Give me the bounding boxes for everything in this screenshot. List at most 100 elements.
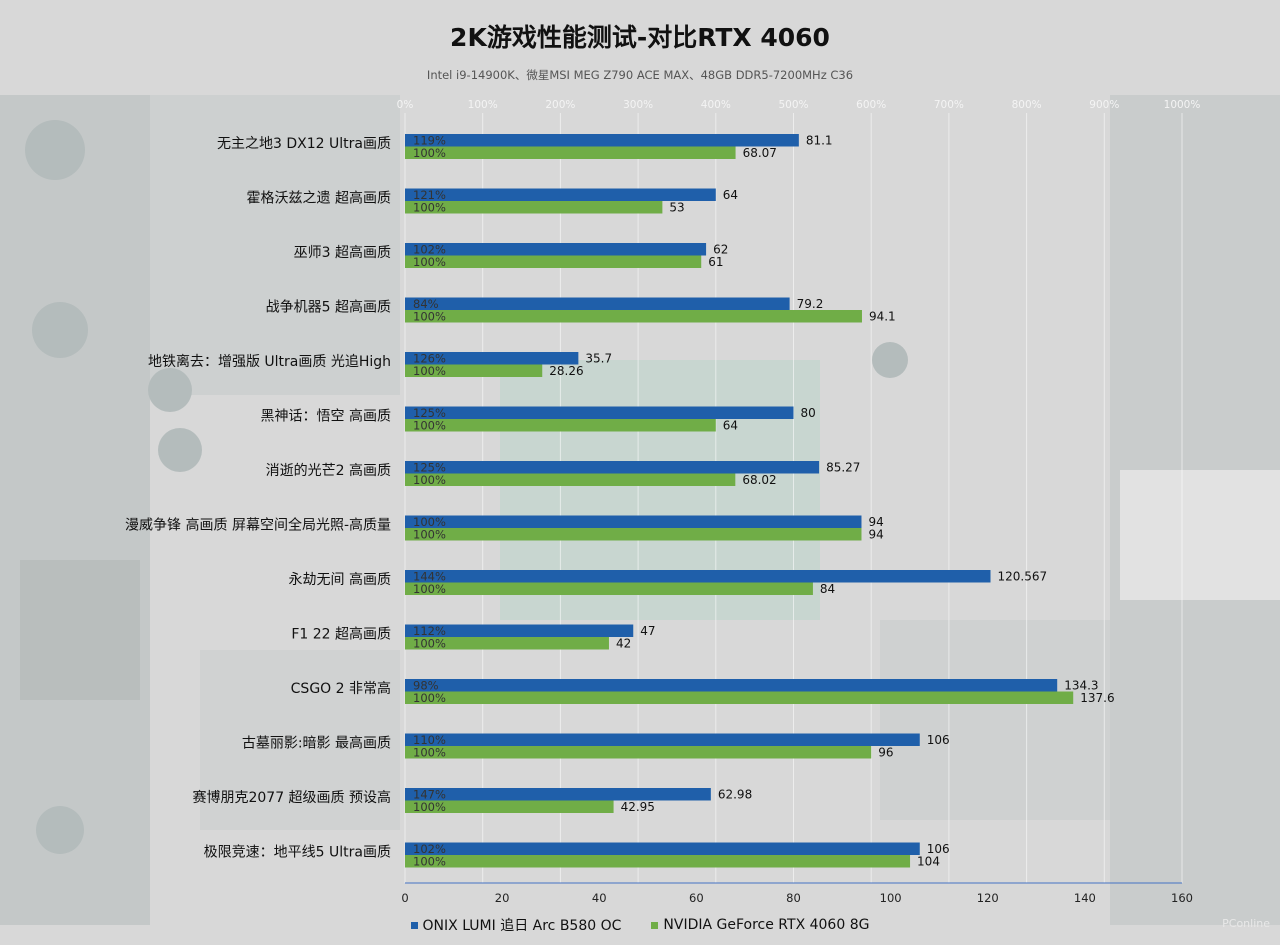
- bar: [405, 352, 579, 365]
- bar-value-label: 42.95: [621, 800, 655, 814]
- background-board-component: [148, 368, 192, 412]
- bar: [405, 515, 862, 528]
- category-label: 古墓丽影:暗影 最高画质: [242, 735, 391, 752]
- bar-percent-label: 100%: [413, 855, 446, 869]
- bar: [405, 855, 911, 868]
- bar-value-label: 94.1: [869, 310, 896, 324]
- bar-percent-label: 100%: [413, 691, 446, 705]
- bar: [405, 746, 872, 759]
- background-board-component: [872, 342, 908, 378]
- bars: 119% 81.1 121% 64 102% 62 84% 79.2 126% 35.7 125% 8…: [405, 134, 1115, 869]
- background-board-component: [25, 120, 85, 180]
- bar-value-label: 35.7: [585, 352, 612, 366]
- category-label: 赛博朋克2077 超级画质 预设高: [192, 789, 391, 806]
- bar-percent-label: 102%: [413, 243, 446, 257]
- background-board-panel: [0, 95, 150, 925]
- category-label: 黑神话：悟空 高画质: [261, 408, 391, 425]
- bar: [405, 570, 991, 583]
- bar-value-label: 85.27: [826, 461, 860, 475]
- bar-percent-label: 98%: [413, 679, 439, 693]
- category-label: 消逝的光芒2 高画质: [266, 462, 391, 479]
- x-tick-label: 20: [495, 891, 510, 905]
- bar-value-label: 64: [723, 188, 738, 202]
- bar: [405, 637, 609, 650]
- bar: [405, 842, 920, 855]
- chart-title: 2K游戏性能测试-对比RTX 4060: [450, 23, 830, 52]
- bar: [405, 461, 820, 474]
- series-1: 100% 68.07 100% 53 100% 61 100% 94.1 100% 28.26 10…: [405, 146, 1115, 869]
- bar-value-label: 80: [801, 406, 816, 420]
- category-label: 霍格沃兹之遗 超高画质: [247, 190, 391, 207]
- bar-value-label: 53: [669, 201, 684, 215]
- bar-value-label: 79.2: [797, 297, 824, 311]
- top-tick-label: 600%: [856, 99, 886, 111]
- category-label: 永劫无间 高画质: [289, 571, 391, 588]
- top-tick-label: 200%: [545, 99, 575, 111]
- legend-item-rtx4060: NVIDIA GeForce RTX 4060 8G: [651, 915, 869, 935]
- top-tick-label: 100%: [468, 99, 498, 111]
- bar-percent-label: 112%: [413, 624, 446, 638]
- bar: [405, 406, 794, 419]
- bar-value-label: 106: [927, 842, 950, 856]
- category-label: F1 22 超高画质: [291, 626, 391, 643]
- bar: [405, 188, 716, 201]
- bar-value-label: 47: [640, 624, 655, 638]
- bar: [405, 528, 862, 541]
- bar-percent-label: 100%: [413, 637, 446, 651]
- bar-value-label: 62.98: [718, 788, 752, 802]
- category-label: 地铁离去：增强版 Ultra画质 光追High: [148, 353, 391, 370]
- category-label: 极限竞速：地平线5 Ultra画质: [204, 844, 391, 861]
- bar: [405, 134, 799, 147]
- bar: [405, 297, 790, 310]
- background-board-component: [32, 302, 88, 358]
- top-tick-label: 0%: [397, 99, 414, 111]
- category-label: 战争机器5 超高画质: [266, 299, 391, 316]
- legend-label-rtx4060: NVIDIA GeForce RTX 4060 8G: [663, 917, 870, 933]
- bar-percent-label: 100%: [413, 364, 446, 378]
- legend-label-b580: ONIX LUMI 追日 Arc B580 OC: [422, 918, 622, 934]
- watermark-text: PConline: [1222, 917, 1270, 930]
- x-tick-label: 100: [880, 891, 902, 905]
- bar: [405, 243, 707, 256]
- bar-value-label: 68.07: [743, 146, 777, 160]
- top-tick-label: 300%: [623, 99, 653, 111]
- x-tick-label: 140: [1074, 891, 1096, 905]
- bottom-axis: 0 20 40 60 80 100 120 140 160: [401, 882, 1193, 905]
- bar: [405, 691, 1074, 704]
- bar: [405, 201, 663, 214]
- bar-percent-label: 100%: [413, 746, 446, 760]
- top-tick-label: 700%: [934, 99, 964, 111]
- bar-value-label: 120.567: [998, 570, 1048, 584]
- bar: [405, 419, 716, 432]
- background-board-component: [158, 428, 202, 472]
- bar-percent-label: 100%: [413, 310, 446, 324]
- legend: ONIX LUMI 追日 Arc B580 OC NVIDIA GeForce …: [0, 915, 1280, 935]
- top-tick-label: 500%: [778, 99, 808, 111]
- x-tick-label: 40: [592, 891, 607, 905]
- bar: [405, 582, 813, 595]
- x-tick-label: 80: [786, 891, 801, 905]
- bar: [405, 733, 920, 746]
- bar-percent-label: 100%: [413, 201, 446, 215]
- bar-percent-label: 125%: [413, 461, 446, 475]
- bar-percent-label: 102%: [413, 842, 446, 856]
- top-tick-label: 900%: [1089, 99, 1119, 111]
- category-label: 无主之地3 DX12 Ultra画质: [217, 136, 391, 152]
- category-label: CSGO 2 非常高: [291, 680, 391, 697]
- x-tick-label: 60: [689, 891, 704, 905]
- legend-swatch-b580: [410, 921, 418, 929]
- top-tick-label: 400%: [701, 99, 731, 111]
- background-board-panel: [200, 650, 400, 830]
- bar-value-label: 81.1: [806, 134, 833, 148]
- top-tick-label: 800%: [1012, 99, 1042, 111]
- top-tick-label: 1000%: [1164, 99, 1201, 111]
- background-board-panel: [880, 620, 1110, 820]
- bar-value-label: 94: [868, 528, 883, 542]
- bar: [405, 624, 634, 637]
- bar-value-label: 134.3: [1064, 679, 1098, 693]
- bar: [405, 255, 702, 268]
- bar-percent-label: 100%: [413, 800, 446, 814]
